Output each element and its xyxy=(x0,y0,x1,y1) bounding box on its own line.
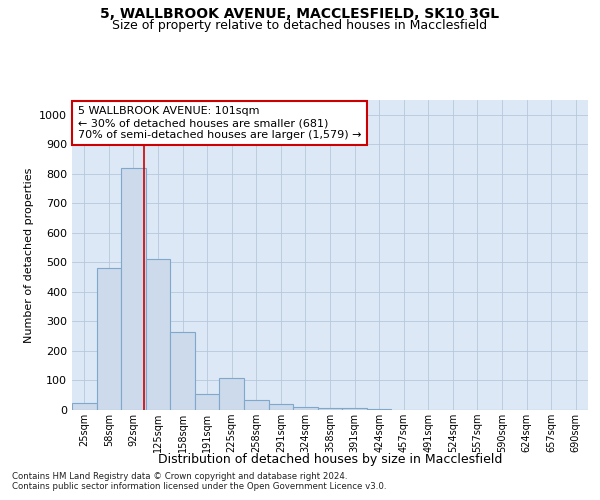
Bar xyxy=(170,332,195,410)
Bar xyxy=(97,268,121,410)
Bar xyxy=(342,408,367,410)
Bar xyxy=(318,408,342,410)
Text: Size of property relative to detached houses in Macclesfield: Size of property relative to detached ho… xyxy=(112,19,488,32)
Bar xyxy=(72,402,97,410)
Bar xyxy=(220,378,244,410)
Bar xyxy=(269,404,293,410)
Bar xyxy=(146,260,170,410)
Bar xyxy=(244,400,269,410)
Text: Contains HM Land Registry data © Crown copyright and database right 2024.: Contains HM Land Registry data © Crown c… xyxy=(12,472,347,481)
Bar xyxy=(293,407,318,410)
Bar xyxy=(195,394,220,410)
Text: 5, WALLBROOK AVENUE, MACCLESFIELD, SK10 3GL: 5, WALLBROOK AVENUE, MACCLESFIELD, SK10 … xyxy=(100,8,500,22)
Text: Distribution of detached houses by size in Macclesfield: Distribution of detached houses by size … xyxy=(158,452,502,466)
Y-axis label: Number of detached properties: Number of detached properties xyxy=(23,168,34,342)
Bar xyxy=(121,168,146,410)
Text: 5 WALLBROOK AVENUE: 101sqm
← 30% of detached houses are smaller (681)
70% of sem: 5 WALLBROOK AVENUE: 101sqm ← 30% of deta… xyxy=(78,106,361,140)
Bar xyxy=(367,409,391,410)
Text: Contains public sector information licensed under the Open Government Licence v3: Contains public sector information licen… xyxy=(12,482,386,491)
